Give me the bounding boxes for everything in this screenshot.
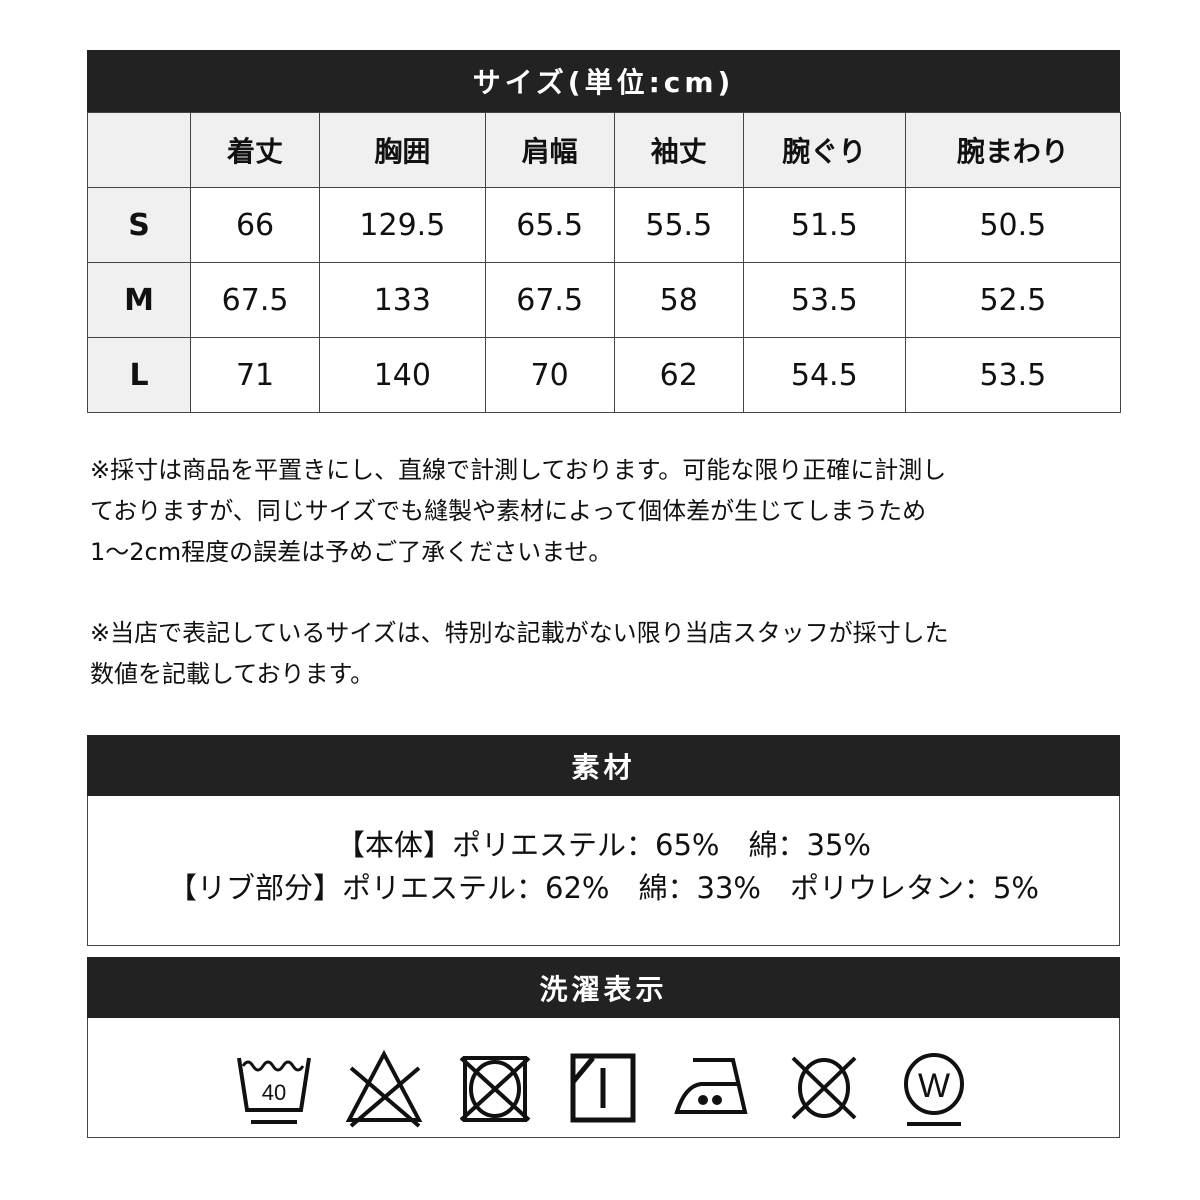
size-table: 着丈 胸囲 肩幅 袖丈 腕ぐり 腕まわり S 66 129.5 65.5 55.… [87, 112, 1122, 413]
no-dry-clean-icon [791, 1056, 856, 1120]
size-note: ※当店で表記しているサイズは、特別な記載がない限り当店スタッフが採寸した 数値を… [90, 613, 949, 695]
cell: 53.5 [742, 262, 906, 338]
material-line: 【リブ部分】ポリエステル：62% 綿：33% ポリウレタン：5% [168, 871, 1039, 905]
cell: 66 [189, 187, 321, 263]
cell: 50.5 [904, 187, 1122, 263]
care-title: 洗濯表示 [87, 957, 1120, 1018]
wet-clean-letter: W [917, 1067, 949, 1105]
header-cell [87, 112, 191, 188]
size-table-title: サイズ(単位:cm) [87, 50, 1120, 112]
cell: 65.5 [484, 187, 615, 263]
line-dry-shade-icon [570, 1053, 635, 1123]
header-cell: 腕まわり [904, 112, 1122, 188]
cell: 133 [319, 262, 486, 338]
size-label: M [87, 262, 191, 338]
wash-40-gentle-icon: 40 [236, 1057, 311, 1124]
size-label: S [87, 187, 191, 263]
cell: 67.5 [189, 262, 321, 338]
cell: 62 [613, 337, 744, 413]
cell: 54.5 [742, 337, 906, 413]
table-row: M 67.5 133 67.5 58 53.5 52.5 [87, 262, 1122, 338]
measurement-note: ※採寸は商品を平置きにし、直線で計測しております。可能な限り正確に計測し ており… [90, 450, 946, 573]
cell: 67.5 [484, 262, 615, 338]
cell: 140 [319, 337, 486, 413]
cell: 55.5 [613, 187, 744, 263]
material-title: 素材 [87, 735, 1120, 796]
note-line: ※当店で表記しているサイズは、特別な記載がない限り当店スタッフが採寸した [90, 619, 949, 647]
wet-clean-gentle-icon: W [903, 1053, 964, 1126]
note-line: 1〜2cm程度の誤差は予めご了承くださいませ。 [90, 538, 613, 566]
wash-temp: 40 [261, 1080, 285, 1105]
header-cell: 胸囲 [319, 112, 486, 188]
material-line: 【本体】ポリエステル：65% 綿：35% [336, 828, 871, 862]
header-cell: 袖丈 [613, 112, 744, 188]
table-row: L 71 140 70 62 54.5 53.5 [87, 337, 1122, 413]
cell: 51.5 [742, 187, 906, 263]
cell: 70 [484, 337, 615, 413]
iron-medium-icon [673, 1058, 748, 1114]
no-tumble-dry-icon [459, 1056, 530, 1122]
note-line: 数値を記載しております。 [90, 660, 375, 688]
cell: 58 [613, 262, 744, 338]
cell: 53.5 [904, 337, 1122, 413]
header-cell: 肩幅 [484, 112, 615, 188]
cell: 129.5 [319, 187, 486, 263]
care-box: 40 W [87, 1018, 1120, 1138]
cell: 52.5 [904, 262, 1122, 338]
table-header-row: 着丈 胸囲 肩幅 袖丈 腕ぐり 腕まわり [87, 112, 1122, 188]
size-label: L [87, 337, 191, 413]
note-line: ※採寸は商品を平置きにし、直線で計測しております。可能な限り正確に計測し [90, 456, 947, 484]
header-cell: 腕ぐり [742, 112, 906, 188]
header-cell: 着丈 [189, 112, 321, 188]
cell: 71 [189, 337, 321, 413]
no-bleach-icon [345, 1049, 422, 1128]
table-row: S 66 129.5 65.5 55.5 51.5 50.5 [87, 187, 1122, 263]
note-line: ておりますが、同じサイズでも縫製や素材によって個体差が生じてしまうため [90, 497, 927, 525]
material-box: 【本体】ポリエステル：65% 綿：35% 【リブ部分】ポリエステル：62% 綿：… [87, 796, 1120, 946]
